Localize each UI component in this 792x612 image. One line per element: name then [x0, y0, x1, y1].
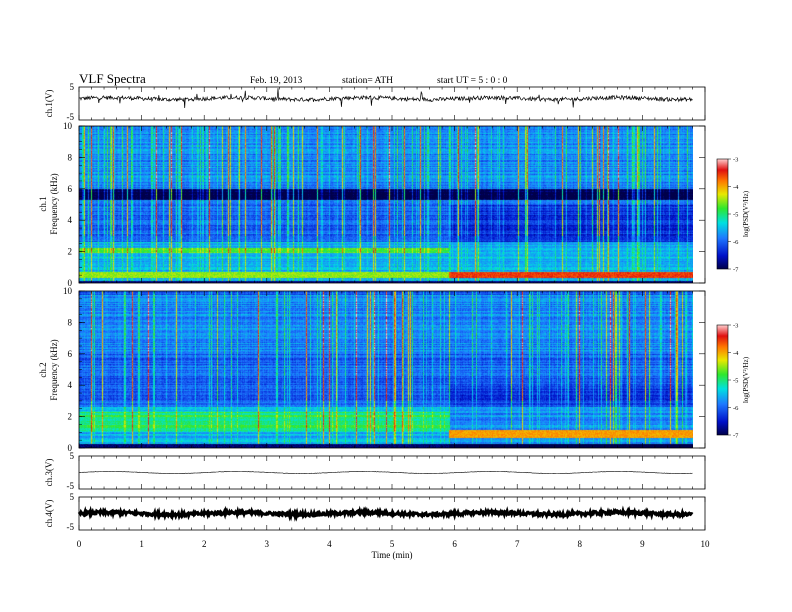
ch1-spectrogram-ylabel-channel: ch.1: [38, 196, 48, 211]
ch3-ytick-top: 5: [70, 451, 75, 461]
ch1-spectrogram-image: [79, 126, 693, 283]
x-tick-label: 9: [640, 539, 645, 549]
ch2-colorbar-label: log(PSD(V²/Hz): [742, 356, 750, 403]
ch1-spectrogram-y-ticks: 0 2 4 6 8 10: [63, 121, 705, 288]
x-tick-label: 10: [701, 539, 711, 549]
ch3-waveform-panel: 5 -5 ch.3(V): [44, 451, 706, 491]
ch1-spectrogram-ylabel-frequency: Frequency (kHz): [49, 173, 59, 234]
y-tick-label: 4: [68, 380, 73, 390]
ch1-spectrogram-x-ticks: [78, 126, 706, 283]
y-tick-label: 0: [68, 278, 73, 288]
ch2-spectrogram-panel: 0 2 4 6 8 10 ch.2 Frequency (kHz): [38, 286, 706, 453]
y-tick-label: 2: [68, 412, 73, 422]
ch1-waveform-panel: 5 -5 ch.1(V): [44, 82, 706, 122]
ch4-ytick-top: 5: [70, 492, 75, 502]
colorbar-tick-label: -5: [733, 378, 738, 385]
x-tick-label: 8: [578, 539, 583, 549]
ch2-colorbar-ticks: -3 -4 -5 -6 -7: [728, 323, 739, 440]
ch2-spectrogram-ylabel-channel: ch.2: [38, 362, 48, 377]
y-tick-label: 0: [68, 443, 73, 453]
colorbar-tick-label: -5: [733, 212, 738, 219]
time-axis-label: Time (min): [372, 550, 413, 560]
y-tick-label: 10: [63, 121, 73, 131]
ch2-spectrogram-y-ticks: 0 2 4 6 8 10: [63, 286, 705, 453]
ch4-waveform-trace: [77, 505, 694, 522]
y-tick-label: 2: [68, 247, 73, 257]
colorbar-tick-label: -3: [733, 323, 738, 330]
ch3-waveform-trace: [78, 471, 693, 475]
ch1-colorbar-ticks: -3 -4 -5 -6 -7: [728, 157, 739, 274]
ch2-spectrogram-x-ticks: [78, 291, 706, 448]
colorbar-tick-label: -3: [733, 157, 738, 164]
y-tick-label: 6: [68, 349, 73, 359]
date-label: Feb. 19, 2013: [250, 76, 303, 86]
ch1-ytick-bottom: -5: [67, 112, 75, 122]
ch1-colorbar-label: log(PSD(V²/Hz): [742, 190, 750, 237]
ch1-colorbar: -3 -4 -5 -6 -7 log(PSD(V²/Hz): [716, 157, 750, 274]
colorbar-tick-label: -6: [733, 405, 739, 412]
ch2-colorbar: -3 -4 -5 -6 -7 log(PSD(V²/Hz): [716, 323, 750, 440]
ch4-waveform-panel: 5 -5 ch.4(V): [44, 492, 706, 532]
y-tick-label: 8: [68, 317, 73, 327]
x-tick-label: 2: [202, 539, 207, 549]
colorbar-tick-label: -7: [733, 267, 739, 274]
colorbar-tick-label: -4: [733, 350, 739, 357]
ch1-waveform-x-ticks: [78, 87, 706, 120]
time-axis-tick-labels: 0 1 2 3 4 5 6 7 8 9 10: [77, 539, 710, 549]
y-tick-label: 8: [68, 152, 73, 162]
ch2-spectrogram-image: [79, 291, 693, 448]
station-label: station= ATH: [342, 76, 393, 86]
ch1-spectrogram-panel: 0 2 4 6 8 10 ch.1 Frequency (kHz): [38, 121, 706, 288]
start-time-label: start UT = 5 : 0 : 0: [437, 76, 508, 86]
ch4-waveform-ylabel: ch.4(V): [44, 500, 54, 528]
x-tick-label: 5: [390, 539, 395, 549]
figure-title: VLF Spectra: [79, 71, 146, 86]
ch3-ytick-bottom: -5: [67, 481, 75, 491]
x-tick-label: 4: [327, 539, 332, 549]
ch1-waveform-ylabel: ch.1(V): [44, 90, 54, 118]
ch1-waveform-trace: [78, 88, 693, 109]
ch1-colorbar-scale: [716, 158, 729, 270]
y-tick-label: 4: [68, 215, 73, 225]
ch2-spectrogram-ylabel-frequency: Frequency (kHz): [49, 339, 59, 400]
ch3-waveform-ylabel: ch.3(V): [44, 459, 54, 487]
x-tick-label: 1: [139, 539, 144, 549]
colorbar-tick-label: -4: [733, 184, 739, 191]
y-tick-label: 6: [68, 184, 73, 194]
ch4-waveform-x-ticks: [78, 497, 706, 530]
x-tick-label: 0: [77, 539, 82, 549]
ch3-waveform-x-ticks: [78, 456, 706, 489]
colorbar-tick-label: -6: [733, 239, 739, 246]
colorbar-tick-label: -7: [733, 433, 739, 440]
ch4-ytick-bottom: -5: [67, 522, 75, 532]
x-tick-label: 7: [515, 539, 520, 549]
y-tick-label: 10: [63, 286, 73, 296]
ch1-ytick-top: 5: [70, 82, 75, 92]
ch2-colorbar-scale: [716, 324, 729, 436]
x-tick-label: 6: [452, 539, 457, 549]
x-tick-label: 3: [265, 539, 270, 549]
